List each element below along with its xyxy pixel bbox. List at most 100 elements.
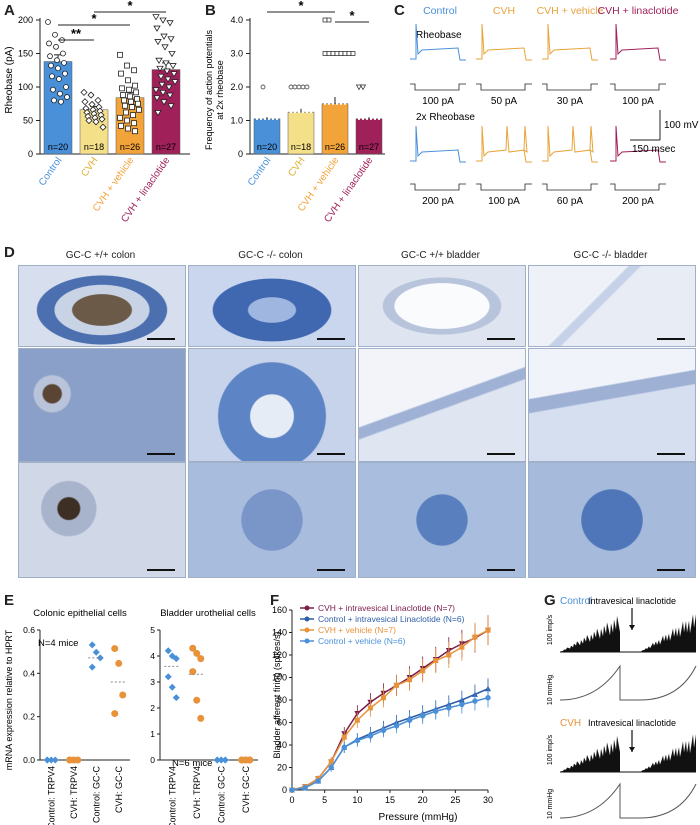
c-rheobase-step-label: 50 pA xyxy=(491,96,517,107)
panel-g-annotation-2: Intravesical linaclotide xyxy=(588,718,676,728)
a-ytick-label: 0 xyxy=(28,149,33,159)
f-point xyxy=(328,759,334,765)
f-legend-label-1: Control + intravesical Linaclotide (N=6) xyxy=(318,614,465,624)
a-point xyxy=(61,59,67,66)
a-point xyxy=(117,114,123,121)
panel-letter-b: B xyxy=(205,2,216,19)
a-point xyxy=(54,57,60,64)
b-point xyxy=(304,84,310,90)
a-point xyxy=(153,95,161,102)
a-point xyxy=(158,81,166,89)
a-point xyxy=(53,43,59,50)
a-point xyxy=(87,91,95,99)
c-rheobase-trace xyxy=(410,23,466,61)
e-right-point xyxy=(221,756,229,764)
f-legend-label-0: CVH + intravesical Linaclotide (N=7) xyxy=(318,603,455,613)
a-point xyxy=(159,89,167,97)
d-micrograph-r2-c3 xyxy=(528,462,696,578)
a-point xyxy=(157,73,165,81)
f-point xyxy=(380,695,386,701)
b-point xyxy=(346,51,352,56)
panel-letter-a: A xyxy=(4,2,15,19)
f-point xyxy=(419,713,426,719)
panel-g-cvh-label: CVH xyxy=(560,718,581,729)
f-point xyxy=(289,787,295,793)
a-point xyxy=(122,102,128,109)
f-point xyxy=(472,634,478,640)
f-legend-label-2: CVH + vehicle (N=7) xyxy=(318,625,396,635)
a-point xyxy=(62,70,68,77)
panel-g-ypress-2: 10 mmHg xyxy=(547,789,554,819)
e-right-category-label: CVH: GC-C xyxy=(241,766,251,814)
a-bar-0 xyxy=(43,61,73,155)
a-point xyxy=(117,51,123,58)
f-series-line-3 xyxy=(291,697,489,791)
a-point xyxy=(92,118,100,126)
e-right-category-label: CVH: TRPV4 xyxy=(192,766,202,819)
a-point xyxy=(156,65,164,73)
f-xtick-label: 10 xyxy=(352,795,362,805)
d-scale-bar xyxy=(147,338,175,340)
d-scale-bar xyxy=(657,338,685,340)
f-ytick-label: 100 xyxy=(272,673,287,683)
panel-e-right-title: Bladder urothelial cells xyxy=(160,608,256,619)
d-scale-bar xyxy=(317,338,345,340)
a-point xyxy=(51,97,57,104)
panel-letter-f: F xyxy=(270,592,280,609)
e-right-category-label: Control: GC-C xyxy=(216,766,226,824)
b-bar-3 xyxy=(355,118,383,155)
a-point xyxy=(124,117,130,124)
d-scale-bar xyxy=(317,453,345,455)
a-n-label: n=20 xyxy=(48,142,68,152)
a-point xyxy=(46,40,52,47)
panel-c-scale-v: 100 mV xyxy=(664,120,699,131)
a-sig-label: ** xyxy=(71,26,82,41)
a-ytick-label: 50 xyxy=(23,116,33,126)
e-right-point xyxy=(246,756,254,764)
d-micrograph-r2-c0 xyxy=(18,462,186,578)
g-cvh-pressure xyxy=(559,782,697,819)
a-point xyxy=(154,39,162,46)
d-micrograph-r0-c0 xyxy=(18,265,186,347)
a-point xyxy=(124,62,130,69)
a-point xyxy=(80,88,88,96)
e-left-point xyxy=(43,756,51,764)
b-point xyxy=(330,51,336,56)
a-point xyxy=(132,82,138,89)
b-category-label: Control xyxy=(246,155,274,188)
c-2x-step-label: 60 pA xyxy=(557,196,583,207)
panel-e-left-note: N=4 mice xyxy=(38,638,78,649)
f-point xyxy=(393,723,400,729)
b-sig-label: * xyxy=(349,8,355,23)
panel-g-annotation-1: Intravesical linaclotide xyxy=(588,596,676,606)
f-series-line-2 xyxy=(291,629,489,791)
f-ytick-label: 120 xyxy=(272,650,287,660)
panel-c-scale-t: 150 msec xyxy=(632,144,675,155)
e-left-category-label: CVH: GC-C xyxy=(114,766,124,814)
b-n-label: n=18 xyxy=(291,142,311,152)
f-point xyxy=(406,717,413,723)
b-point xyxy=(338,51,344,56)
e-right-point xyxy=(164,673,172,681)
panel-g-recordings: Control CVH Intravesical linaclotide Int… xyxy=(547,596,697,819)
a-point xyxy=(166,92,174,99)
a-point xyxy=(64,94,70,100)
panel-a-chart: Rheobase (pA) 0 50 100 150 200 n=20 n=18 n=26 n… xyxy=(4,0,190,225)
d-micrograph-r0-c3 xyxy=(528,265,696,347)
a-point xyxy=(170,71,178,78)
e-right-point xyxy=(193,696,201,704)
b-point xyxy=(260,84,266,90)
b-ytick-label: 4.0 xyxy=(230,15,243,25)
a-point xyxy=(166,20,174,27)
a-point xyxy=(55,65,61,72)
e-right-ytick-label: 4 xyxy=(150,651,155,661)
e-right-ytick-label: 1 xyxy=(150,729,155,739)
b-category-label: CVH xyxy=(286,155,307,179)
a-point xyxy=(159,17,167,24)
g-control-rate-burst1 xyxy=(560,615,620,652)
b-point xyxy=(296,84,302,90)
e-left-point xyxy=(115,659,123,667)
panel-g-ypress-1: 10 mmHg xyxy=(547,675,554,705)
c-rheobase-step-label: 100 pA xyxy=(422,96,454,107)
